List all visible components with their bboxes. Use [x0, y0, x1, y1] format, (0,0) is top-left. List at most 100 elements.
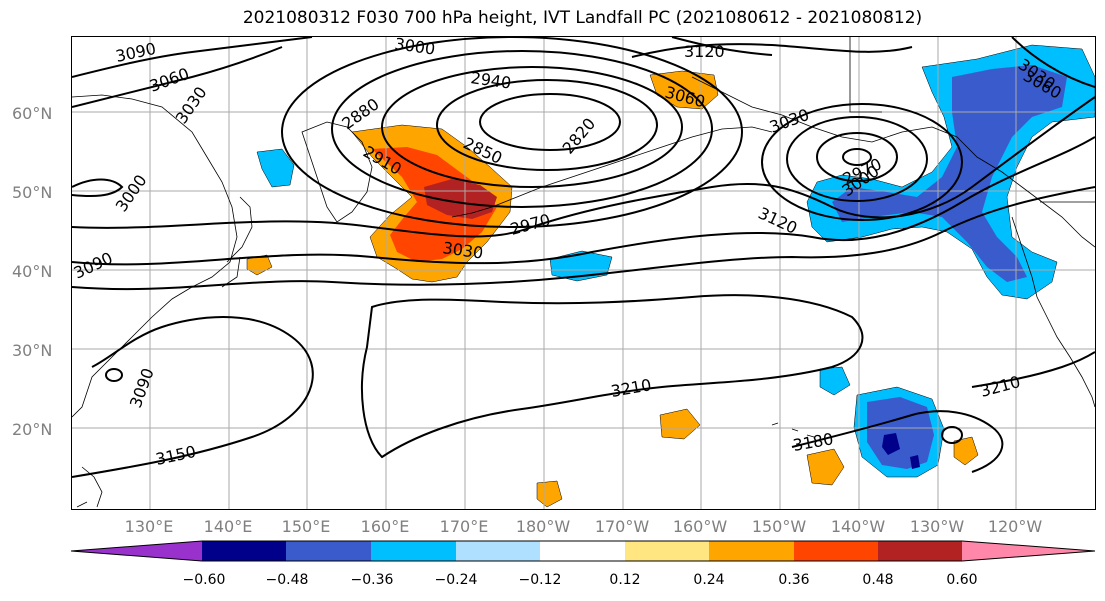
colorbar-segment — [456, 541, 540, 561]
contour-small-circle-1 — [105, 368, 123, 382]
coastlines — [72, 37, 1095, 508]
lon-label-150w: 150°W — [751, 517, 807, 536]
contour-top-left-3 — [72, 178, 124, 197]
contour-label: 2970 — [508, 210, 552, 239]
contour-3120-top — [671, 37, 773, 56]
contour-3090 — [72, 136, 1095, 266]
coast-asia — [72, 94, 238, 418]
lon-label-130w: 130°W — [909, 517, 965, 536]
ivt-fill-pos-024-small3 — [659, 408, 701, 440]
coast-aleutians — [451, 126, 773, 218]
contour-gulf-low-1 — [842, 148, 872, 166]
border-ak-ca — [849, 37, 882, 113]
ivt-fill-pos-024-small4 — [806, 448, 845, 486]
lat-label-50n: 50°N — [12, 183, 53, 202]
ivt-fill-pos-048-main — [424, 179, 497, 219]
lon-label-120w: 120°W — [987, 517, 1043, 536]
contour-top-left-1 — [72, 37, 313, 78]
height-contours — [72, 37, 1095, 478]
map-panel: 3090 3000 3120 3060 2940 3060 3030 2880 … — [71, 36, 1096, 510]
colorbar-segment — [709, 541, 794, 561]
lat-label-20n: 20°N — [12, 420, 53, 439]
colorbar-tick-label: 0.24 — [693, 572, 725, 588]
colorbar-segment — [878, 541, 962, 561]
ivt-fill-neg-036-east — [832, 65, 1067, 282]
lon-label-140w: 140°W — [830, 517, 886, 536]
graticule — [72, 37, 1095, 509]
colorbar-tick-label: 0.60 — [946, 572, 978, 588]
contour-small-circle-2 — [941, 426, 963, 444]
ivt-fill-neg-024-small2 — [819, 366, 851, 396]
contour-label: 3210 — [609, 375, 652, 401]
lon-label-160e: 160°E — [360, 517, 410, 536]
contour-gulf-low-2 — [816, 132, 898, 182]
lon-label-180w: 180°W — [515, 517, 571, 536]
lon-label-150e: 150°E — [281, 517, 331, 536]
colorbar-segment — [625, 541, 709, 561]
contour-low-3 — [381, 66, 683, 188]
colorbar-segment — [71, 541, 202, 561]
colorbar-segment — [794, 541, 878, 561]
lat-label-30n: 30°N — [12, 341, 53, 360]
contour-low-1 — [479, 93, 621, 151]
colorbar-tick-label: 0.36 — [778, 572, 810, 588]
contour-label: 3060 — [147, 64, 192, 96]
contour-label: 3000 — [112, 171, 151, 215]
lon-label-160w: 160°W — [672, 517, 728, 536]
lat-label-40n: 40°N — [12, 262, 53, 281]
colorbar-tick-label: −0.48 — [265, 572, 309, 588]
contour-label: 3090 — [72, 248, 116, 282]
ivt-fill-neg-048-south2 — [910, 455, 920, 469]
colorbar-segment — [202, 541, 286, 561]
colorbar-tick-label: 0.12 — [609, 572, 641, 588]
colorbar-segment — [962, 541, 1095, 561]
lon-label-170w: 170°W — [594, 517, 650, 536]
colorbar-segment — [540, 541, 625, 561]
colorbar-tick-label: −0.60 — [182, 572, 226, 588]
contour-3210-right — [971, 351, 1095, 388]
colorbar-segments — [70, 540, 1096, 562]
contour-low-4 — [331, 50, 713, 208]
contour-top-right — [1011, 37, 1095, 88]
ivt-fill-neg-048-south1 — [882, 433, 900, 455]
colorbar — [70, 540, 1096, 562]
colorbar-tick-label: −0.12 — [518, 572, 562, 588]
map-canvas: 3090 3000 3120 3060 2940 3060 3030 2880 … — [72, 37, 1095, 509]
coast-alaska — [691, 76, 1095, 248]
lat-label-60n: 60°N — [12, 104, 53, 123]
ivt-fill-neg-036-south — [867, 397, 934, 469]
colorbar-outline — [70, 540, 1096, 562]
contour-gulf-low-4 — [761, 103, 963, 221]
contour-low-5 — [281, 37, 743, 228]
coast-hawaii — [771, 422, 815, 438]
contour-label: 3090 — [126, 366, 158, 411]
colorbar-segment — [371, 541, 456, 561]
figure-title: 2021080312 F030 700 hPa height, IVT Land… — [242, 8, 923, 28]
lon-label-130e: 130°E — [124, 517, 174, 536]
contour-3150 — [72, 316, 314, 478]
colorbar-segment — [286, 541, 371, 561]
contour-label: 3090 — [114, 39, 158, 66]
contour-3120 — [72, 186, 1095, 291]
lon-label-170e: 170°E — [439, 517, 489, 536]
contour-top-left-2 — [72, 46, 283, 108]
colorbar-tick-label: −0.24 — [434, 572, 478, 588]
contour-3180 — [791, 410, 1004, 473]
ivt-positive-shading — [246, 70, 979, 508]
contour-label: 3030 — [172, 83, 211, 127]
coast-na-west — [1011, 216, 1095, 408]
contour-label: 3000 — [393, 37, 436, 59]
contour-label: 3150 — [154, 442, 198, 469]
ivt-fill-pos-024-small5 — [536, 480, 563, 508]
contour-3060-top — [631, 43, 913, 58]
contour-low-2 — [436, 79, 658, 171]
contour-label: 2820 — [559, 114, 600, 157]
coast-japan — [221, 196, 253, 288]
ivt-negative-shading — [256, 44, 1095, 478]
colorbar-tick-label: 0.48 — [862, 572, 894, 588]
ivt-fill-neg-024-small3 — [256, 148, 295, 188]
contour-3030-south — [72, 96, 1095, 238]
coast-kamchatka — [301, 121, 373, 223]
ivt-fill-pos-024-small6 — [953, 436, 979, 466]
coast-philippines — [76, 466, 103, 508]
